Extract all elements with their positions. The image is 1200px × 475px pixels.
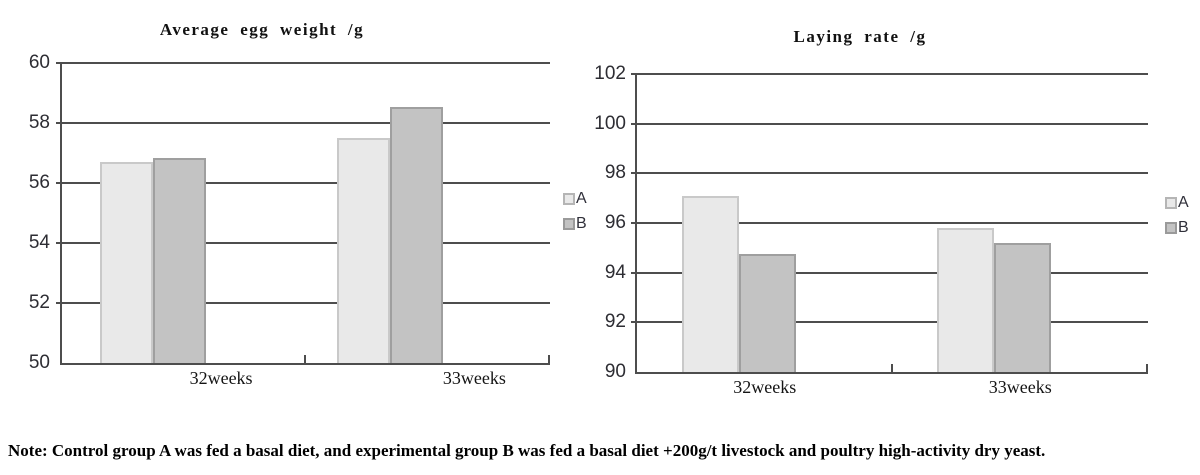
bar-series-a-33weeks (936, 227, 994, 372)
y-tick-label: 58 (28, 112, 50, 133)
x-category-label: 33weeks (988, 377, 1052, 397)
x-axis-line (60, 363, 550, 365)
gridline (631, 271, 1148, 274)
gridline (631, 122, 1148, 125)
bar-series-b-32weeks (152, 157, 206, 363)
y-tick-label: 94 (604, 261, 626, 283)
chart-title-laying-rate: Laying rate /g (793, 27, 927, 46)
legend-label-b: B (576, 215, 587, 232)
gridline (631, 172, 1148, 175)
y-tick-label: 54 (28, 232, 50, 253)
x-category-label: 33weeks (442, 368, 506, 388)
legend-label-b: B (1178, 219, 1189, 236)
y-axis-line (60, 63, 62, 365)
legend-swatch-b (563, 218, 575, 230)
x-category-label: 32weeks (733, 377, 797, 397)
note-text: Note: Control group A was fed a basal di… (8, 441, 1046, 460)
gridline (631, 73, 1148, 75)
legend-swatch-a (563, 193, 575, 205)
y-tick-label: 56 (28, 172, 50, 193)
y-tick-label: 50 (28, 352, 50, 373)
y-tick-label: 98 (604, 162, 626, 184)
x-axis-tick (890, 364, 893, 372)
gridline (56, 62, 550, 64)
gridline (56, 242, 550, 244)
y-tick-label: 92 (604, 311, 626, 333)
gridline (631, 321, 1148, 324)
bar-series-b-32weeks (739, 254, 797, 372)
gridline (631, 222, 1148, 224)
y-tick-label: 100 (594, 112, 626, 134)
legend-label-a: A (576, 190, 587, 207)
x-axis-tick (548, 355, 550, 363)
x-axis-line (635, 372, 1148, 374)
legend-label-a: A (1178, 194, 1189, 211)
gridline (56, 182, 550, 184)
gridline (56, 302, 550, 304)
y-tick-label: 52 (28, 292, 50, 313)
y-axis-line (635, 74, 637, 374)
y-tick-label: 102 (594, 63, 626, 84)
legend-swatch-a (1165, 197, 1177, 209)
bar-series-a-32weeks (99, 162, 153, 363)
gridline (56, 122, 550, 124)
bar-series-a-33weeks (336, 138, 390, 363)
x-category-label: 32weeks (189, 368, 253, 388)
legend-swatch-b (1165, 222, 1177, 234)
bar-series-a-32weeks (682, 195, 740, 372)
chart-title-egg-weight: Average egg weight /g (159, 20, 365, 39)
bar-series-b-33weeks (389, 106, 443, 363)
y-tick-label: 60 (28, 52, 50, 73)
x-axis-tick (1146, 364, 1148, 372)
y-tick-label: 90 (604, 361, 626, 382)
bar-series-b-33weeks (993, 242, 1051, 372)
y-tick-label: 96 (604, 212, 626, 233)
x-axis-tick (304, 355, 306, 363)
